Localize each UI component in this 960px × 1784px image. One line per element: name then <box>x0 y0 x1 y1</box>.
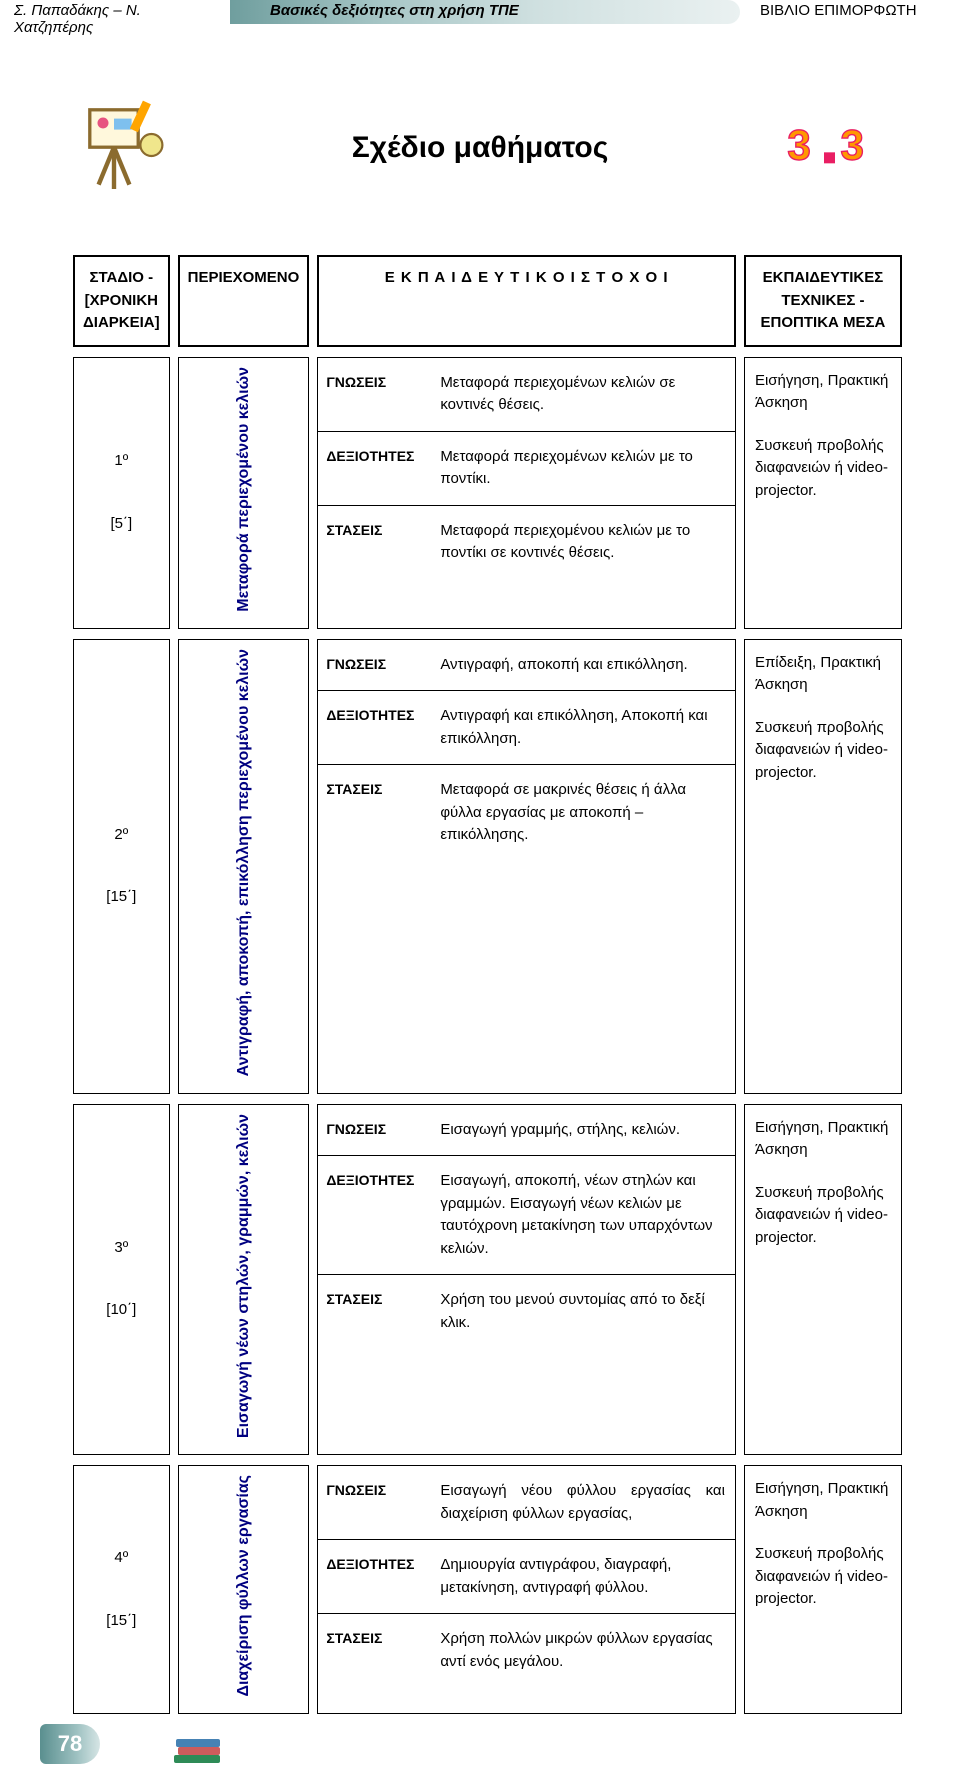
content-vertical-text: Διαχείριση φύλλων εργασίας <box>232 1467 255 1705</box>
stage-cell: 4º [15΄] <box>73 1465 170 1714</box>
content-vertical-text: Μεταφορά περιεχομένου κελιών <box>232 359 255 620</box>
stage-duration: [15΄] <box>78 1610 165 1633</box>
goal-skills-row: ΔΕΞΙΟΤΗΤΕΣ Δημιουργία αντιγράφου, διαγρα… <box>318 1540 735 1614</box>
chapter-number-badge: 3 3 <box>780 115 900 180</box>
stage-ordinal: 1º <box>114 452 128 469</box>
goal-label-attitudes: ΣΤΑΣΕΙΣ <box>318 765 436 861</box>
teaching-equipment: Συσκευή προβολής διαφανειών ή video-proj… <box>755 435 891 503</box>
goal-label-knowledge: ΓΝΩΣΕΙΣ <box>318 1105 436 1156</box>
col-goals: Ε Κ Π Α Ι Δ Ε Υ Τ Ι Κ Ο Ι Σ Τ Ο Χ Ο Ι <box>317 255 736 347</box>
goal-attitudes-row: ΣΤΑΣΕΙΣ Χρήση πολλών μικρών φύλλων εργασ… <box>318 1614 735 1687</box>
goal-knowledge-text: Μεταφορά περιεχομένων κελιών σε κοντινές… <box>436 358 735 431</box>
goal-attitudes-text: Χρήση του μενού συντομίας από το δεξί κλ… <box>436 1275 735 1348</box>
stage-duration: [5΄] <box>78 513 165 536</box>
tech-cell: Εισήγηση, Πρακτική Άσκηση Συσκευή προβολ… <box>744 1104 902 1456</box>
teaching-equipment: Συσκευή προβολής διαφανειών ή video-proj… <box>755 1182 891 1250</box>
goal-attitudes-row: ΣΤΑΣΕΙΣ Μεταφορά περιεχομένου κελιών με … <box>318 506 735 579</box>
teaching-method: Εισήγηση, Πρακτική Άσκηση <box>755 1117 891 1162</box>
goal-knowledge-row: ΓΝΩΣΕΙΣ Μεταφορά περιεχομένων κελιών σε … <box>318 358 735 432</box>
header-book-label: ΒΙΒΛΙΟ ΕΠΙΜΟΡΦΩΤΗ <box>740 0 960 19</box>
goal-label-attitudes: ΣΤΑΣΕΙΣ <box>318 1614 436 1687</box>
goal-label-skills: ΔΕΞΙΟΤΗΤΕΣ <box>318 1156 436 1274</box>
goals-cell: ΓΝΩΣΕΙΣ Αντιγραφή, αποκοπή και επικόλλησ… <box>317 639 736 1094</box>
content-cell: Αντιγραφή, αποκοπή, επικόλληση περιεχομέ… <box>178 639 310 1094</box>
goal-label-skills: ΔΕΞΙΟΤΗΤΕΣ <box>318 432 436 505</box>
content-cell: Διαχείριση φύλλων εργασίας <box>178 1465 310 1714</box>
teaching-method: Εισήγηση, Πρακτική Άσκηση <box>755 1478 891 1523</box>
goal-label-skills: ΔΕΞΙΟΤΗΤΕΣ <box>318 1540 436 1613</box>
books-icon <box>170 1727 230 1772</box>
teaching-method: Επίδειξη, Πρακτική Άσκηση <box>755 652 891 697</box>
goal-label-knowledge: ΓΝΩΣΕΙΣ <box>318 358 436 431</box>
table-header-row: ΣΤΑΔΙΟ - [ΧΡΟΝΙΚΗ ΔΙΑΡΚΕΙΑ] ΠΕΡΙΕΧΟΜΕΝΟ … <box>73 255 902 347</box>
goal-label-attitudes: ΣΤΑΣΕΙΣ <box>318 506 436 579</box>
stage-ordinal: 3º <box>114 1239 128 1256</box>
goal-skills-text: Μεταφορά περιεχομένων κελιών με το ποντί… <box>436 432 735 505</box>
page-number: 78 <box>40 1724 100 1764</box>
svg-text:3: 3 <box>841 122 864 169</box>
table-row: 1º [5΄] Μεταφορά περιεχομένου κελιών ΓΝΩ… <box>73 357 902 629</box>
lesson-plan-table: ΣΤΑΔΙΟ - [ΧΡΟΝΙΚΗ ΔΙΑΡΚΕΙΑ] ΠΕΡΙΕΧΟΜΕΝΟ … <box>65 245 910 1724</box>
goal-label-skills: ΔΕΞΙΟΤΗΤΕΣ <box>318 691 436 764</box>
content-vertical-text: Αντιγραφή, αποκοπή, επικόλληση περιεχομέ… <box>232 641 255 1084</box>
page-title: Σχέδιο μαθήματος <box>180 131 780 165</box>
content-vertical-text: Εισαγωγή νέων στηλών, γραμμών, κελιών <box>232 1106 255 1446</box>
stage-duration: [15΄] <box>78 886 165 909</box>
goal-skills-row: ΔΕΞΙΟΤΗΤΕΣ Μεταφορά περιεχομένων κελιών … <box>318 432 735 506</box>
goals-cell: ΓΝΩΣΕΙΣ Εισαγωγή γραμμής, στήλης, κελιών… <box>317 1104 736 1456</box>
content-cell: Μεταφορά περιεχομένου κελιών <box>178 357 310 629</box>
teaching-equipment: Συσκευή προβολής διαφανειών ή video-proj… <box>755 717 891 785</box>
goal-label-knowledge: ΓΝΩΣΕΙΣ <box>318 640 436 691</box>
goal-knowledge-text: Αντιγραφή, αποκοπή και επικόλληση. <box>436 640 735 691</box>
goal-skills-row: ΔΕΞΙΟΤΗΤΕΣ Αντιγραφή και επικόλληση, Απο… <box>318 691 735 765</box>
stage-cell: 1º [5΄] <box>73 357 170 629</box>
goal-attitudes-text: Χρήση πολλών μικρών φύλλων εργασίας αντί… <box>436 1614 735 1687</box>
teaching-method: Εισήγηση, Πρακτική Άσκηση <box>755 370 891 415</box>
tech-cell: Επίδειξη, Πρακτική Άσκηση Συσκευή προβολ… <box>744 639 902 1094</box>
svg-text:3: 3 <box>787 122 810 169</box>
table-row: 4º [15΄] Διαχείριση φύλλων εργασίας ΓΝΩΣ… <box>73 1465 902 1714</box>
stage-ordinal: 2º <box>114 826 128 843</box>
tech-cell: Εισήγηση, Πρακτική Άσκηση Συσκευή προβολ… <box>744 357 902 629</box>
stage-cell: 3º [10΄] <box>73 1104 170 1456</box>
goal-skills-row: ΔΕΞΙΟΤΗΤΕΣ Εισαγωγή, αποκοπή, νέων στηλώ… <box>318 1156 735 1275</box>
tech-cell: Εισήγηση, Πρακτική Άσκηση Συσκευή προβολ… <box>744 1465 902 1714</box>
goal-knowledge-row: ΓΝΩΣΕΙΣ Εισαγωγή νέου φύλλου εργασίας κα… <box>318 1466 735 1540</box>
goal-knowledge-row: ΓΝΩΣΕΙΣ Αντιγραφή, αποκοπή και επικόλλησ… <box>318 640 735 692</box>
stage-cell: 2º [15΄] <box>73 639 170 1094</box>
goal-skills-text: Δημιουργία αντιγράφου, διαγραφή, μετακίν… <box>436 1540 735 1613</box>
page: Σ. Παπαδάκης – Ν. Χατζηπέρης Βασικές δεξ… <box>0 0 960 1784</box>
header-bar: Σ. Παπαδάκης – Ν. Χατζηπέρης Βασικές δεξ… <box>0 0 960 30</box>
goal-knowledge-text: Εισαγωγή γραμμής, στήλης, κελιών. <box>436 1105 735 1156</box>
lesson-plan-table-wrap: ΣΤΑΔΙΟ - [ΧΡΟΝΙΚΗ ΔΙΑΡΚΕΙΑ] ΠΕΡΙΕΧΟΜΕΝΟ … <box>65 245 910 1724</box>
goal-attitudes-text: Μεταφορά σε μακρινές θέσεις ή άλλα φύλλα… <box>436 765 735 861</box>
goal-attitudes-row: ΣΤΑΣΕΙΣ Χρήση του μενού συντομίας από το… <box>318 1275 735 1348</box>
col-content: ΠΕΡΙΕΧΟΜΕΝΟ <box>178 255 310 347</box>
stage-duration: [10΄] <box>78 1299 165 1322</box>
goal-attitudes-text: Μεταφορά περιεχομένου κελιών με το ποντί… <box>436 506 735 579</box>
goal-skills-text: Αντιγραφή και επικόλληση, Αποκοπή και επ… <box>436 691 735 764</box>
goal-knowledge-text: Εισαγωγή νέου φύλλου εργασίας και διαχεί… <box>436 1466 735 1539</box>
header-center-title: Βασικές δεξιότητες στη χρήση ΤΠΕ <box>230 0 740 19</box>
goal-knowledge-row: ΓΝΩΣΕΙΣ Εισαγωγή γραμμής, στήλης, κελιών… <box>318 1105 735 1157</box>
goal-skills-text: Εισαγωγή, αποκοπή, νέων στηλών και γραμμ… <box>436 1156 735 1274</box>
goal-label-attitudes: ΣΤΑΣΕΙΣ <box>318 1275 436 1348</box>
goals-cell: ΓΝΩΣΕΙΣ Μεταφορά περιεχομένων κελιών σε … <box>317 357 736 629</box>
easel-icon <box>70 90 180 205</box>
goal-attitudes-row: ΣΤΑΣΕΙΣ Μεταφορά σε μακρινές θέσεις ή άλ… <box>318 765 735 861</box>
teaching-equipment: Συσκευή προβολής διαφανειών ή video-proj… <box>755 1543 891 1611</box>
col-tech: ΕΚΠΑΙΔΕΥΤΙΚΕΣ ΤΕΧΝΙΚΕΣ - ΕΠΟΠΤΙΚΑ ΜΕΣΑ <box>744 255 902 347</box>
stage-ordinal: 4º <box>114 1549 128 1566</box>
table-row: 3º [10΄] Εισαγωγή νέων στηλών, γραμμών, … <box>73 1104 902 1456</box>
title-row: Σχέδιο μαθήματος 3 3 <box>70 90 900 205</box>
goals-cell: ΓΝΩΣΕΙΣ Εισαγωγή νέου φύλλου εργασίας κα… <box>317 1465 736 1714</box>
header-center-wrap: Βασικές δεξιότητες στη χρήση ΤΠΕ <box>230 0 740 30</box>
content-cell: Εισαγωγή νέων στηλών, γραμμών, κελιών <box>178 1104 310 1456</box>
goal-label-knowledge: ΓΝΩΣΕΙΣ <box>318 1466 436 1539</box>
table-row: 2º [15΄] Αντιγραφή, αποκοπή, επικόλληση … <box>73 639 902 1094</box>
col-stage: ΣΤΑΔΙΟ - [ΧΡΟΝΙΚΗ ΔΙΑΡΚΕΙΑ] <box>73 255 170 347</box>
header-authors: Σ. Παπαδάκης – Ν. Χατζηπέρης <box>0 0 230 36</box>
